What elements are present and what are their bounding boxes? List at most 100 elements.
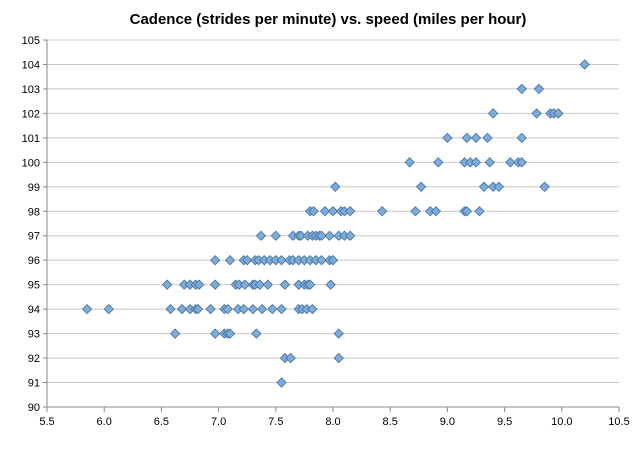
- y-axis-ticks: 90 91 92 93 94 95 96 97 98 99 100 101 102 103 104 105: [22, 35, 47, 414]
- data-point: [239, 279, 251, 290]
- data-point: [377, 206, 388, 217]
- data-point: [285, 352, 296, 364]
- data-point: [482, 132, 493, 144]
- data-point: [539, 181, 550, 192]
- data-point: [487, 108, 499, 119]
- x-tick-label: 10.5: [608, 416, 629, 428]
- data-points: [81, 59, 590, 388]
- x-tick-label: 7.0: [211, 416, 226, 428]
- data-point: [270, 230, 281, 241]
- x-tick-label: 8.5: [383, 416, 398, 428]
- data-point: [415, 181, 427, 192]
- data-point: [330, 181, 341, 192]
- data-point: [247, 303, 259, 315]
- x-tick-label: 5.5: [39, 416, 54, 428]
- data-point: [327, 206, 339, 217]
- data-point: [224, 255, 236, 266]
- data-point: [516, 83, 527, 95]
- data-point: [493, 181, 505, 192]
- data-point: [279, 279, 291, 290]
- y-tick-label: 97: [28, 231, 40, 243]
- data-point: [333, 352, 344, 364]
- data-point: [276, 303, 287, 315]
- data-point: [344, 206, 356, 217]
- x-tick-label: 8.0: [325, 416, 340, 428]
- data-point: [254, 279, 265, 290]
- data-point: [433, 157, 444, 168]
- data-point: [316, 255, 327, 266]
- data-point: [404, 157, 415, 168]
- data-point: [531, 108, 542, 119]
- y-tick-label: 91: [28, 378, 40, 390]
- data-point: [295, 230, 307, 241]
- data-point: [474, 206, 485, 217]
- data-point: [579, 59, 590, 70]
- data-point: [161, 279, 173, 290]
- data-point: [262, 279, 273, 290]
- data-point: [251, 328, 262, 339]
- y-tick-label: 103: [22, 84, 40, 96]
- y-tick-label: 101: [22, 133, 40, 145]
- data-point: [461, 132, 473, 144]
- x-tick-label: 9.5: [497, 416, 512, 428]
- chart-title: Cadence (strides per minute) vs. speed (…: [130, 11, 527, 28]
- data-point: [222, 303, 233, 315]
- data-point: [224, 328, 236, 339]
- data-point: [205, 303, 216, 315]
- data-point: [430, 206, 442, 217]
- data-point: [103, 303, 114, 315]
- y-tick-label: 98: [28, 206, 40, 218]
- data-point: [333, 328, 344, 339]
- y-tick-label: 90: [28, 402, 40, 414]
- y-tick-label: 105: [22, 35, 40, 47]
- x-axis-ticks: 5.5 6.0 6.5 7.0 7.5 8.0 8.5 9.0 9.5 10.0 10.5: [39, 407, 630, 428]
- y-tick-label: 102: [22, 108, 40, 120]
- data-point: [316, 230, 327, 241]
- axes: [46, 40, 619, 408]
- data-point: [165, 303, 176, 315]
- data-point: [210, 328, 221, 339]
- data-point: [256, 303, 268, 315]
- data-point: [470, 157, 482, 168]
- data-point: [192, 303, 204, 315]
- x-tick-label: 9.0: [440, 416, 455, 428]
- data-point: [276, 255, 287, 266]
- data-point: [319, 206, 331, 217]
- data-point: [169, 328, 181, 339]
- data-point: [307, 303, 318, 315]
- data-point: [470, 132, 482, 144]
- data-point: [461, 206, 473, 217]
- data-point: [242, 255, 253, 266]
- data-point: [308, 206, 319, 217]
- data-point: [324, 230, 335, 241]
- data-point: [344, 230, 356, 241]
- data-point: [410, 206, 421, 217]
- y-tick-label: 93: [28, 329, 40, 341]
- x-tick-label: 6.0: [97, 416, 112, 428]
- data-point: [238, 303, 249, 315]
- data-point: [81, 303, 93, 315]
- x-tick-label: 6.5: [154, 416, 169, 428]
- data-point: [533, 83, 545, 95]
- x-tick-label: 7.5: [268, 416, 283, 428]
- data-point: [484, 157, 495, 168]
- y-tick-label: 94: [28, 304, 40, 316]
- data-point: [516, 132, 527, 144]
- data-point: [442, 132, 453, 144]
- data-point: [304, 279, 316, 290]
- data-point: [505, 157, 516, 168]
- x-tick-label: 10.0: [551, 416, 572, 428]
- y-tick-label: 100: [22, 157, 40, 169]
- data-point: [193, 279, 205, 290]
- data-point: [210, 279, 221, 290]
- data-point: [255, 230, 267, 241]
- y-tick-label: 99: [28, 182, 40, 194]
- data-point: [325, 279, 336, 290]
- data-point: [210, 255, 221, 266]
- y-tick-label: 95: [28, 280, 40, 292]
- data-point: [327, 255, 339, 266]
- data-point: [478, 181, 490, 192]
- data-point: [553, 108, 564, 119]
- data-point: [276, 377, 287, 388]
- data-point: [516, 157, 527, 168]
